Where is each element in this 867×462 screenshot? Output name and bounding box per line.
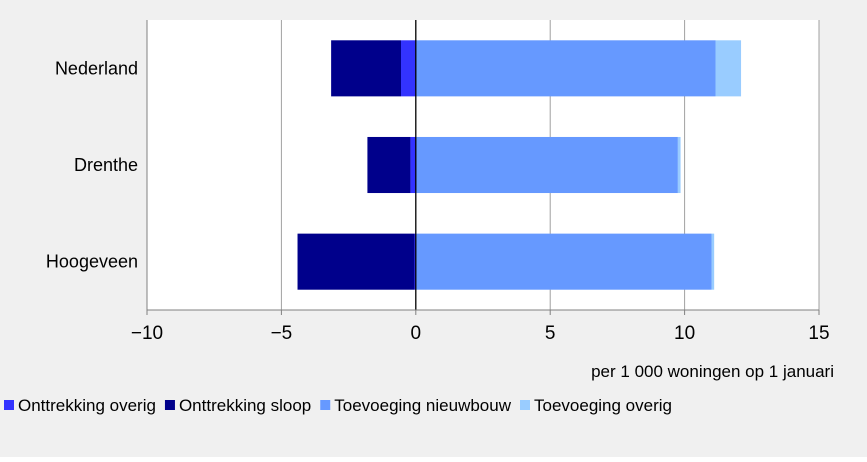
bar-nederland-series-3 [715, 40, 742, 97]
bar-hoogeveen-series-0 [414, 233, 416, 290]
x-tick-label: −5 [271, 323, 293, 344]
legend-label: Toevoeging overig [534, 396, 672, 415]
bars [297, 20, 742, 310]
bar-nederland-series-0 [401, 40, 416, 97]
category-label-drenthe: Drenthe [74, 155, 138, 175]
x-tick-label: 15 [808, 323, 829, 344]
bar-hoogeveen-series-3 [711, 233, 715, 290]
x-axis-label: per 1 000 woningen op 1 januari [591, 362, 834, 381]
x-tick-labels: −10 −5 0 5 10 15 [131, 310, 830, 344]
bar-drenthe-series-3 [677, 136, 681, 194]
x-tick-label: 10 [674, 323, 695, 344]
category-label-hoogeveen: Hoogeveen [46, 252, 138, 272]
category-labels: Nederland Drenthe Hoogeveen [46, 58, 138, 271]
x-tick-label: −10 [131, 323, 163, 344]
x-tick-label: 5 [545, 323, 556, 344]
legend-swatch [4, 400, 14, 410]
legend-label: Toevoeging nieuwbouw [334, 396, 511, 415]
x-tick-label: 0 [411, 323, 422, 344]
bar-nederland-series-2 [415, 40, 716, 97]
category-label-nederland: Nederland [55, 58, 138, 78]
bar-hoogeveen-series-2 [415, 233, 712, 290]
legend-label: Onttrekking sloop [179, 396, 311, 415]
legend-label: Onttrekking overig [18, 396, 156, 415]
legend-swatch [320, 400, 331, 410]
bar-drenthe-series-0 [410, 136, 416, 194]
bar-drenthe-series-2 [415, 136, 678, 194]
bar-drenthe-series-1 [367, 136, 411, 194]
bar-nederland-series-1 [331, 40, 402, 97]
legend-swatch [520, 400, 530, 410]
legend-swatch [164, 400, 175, 410]
bar-hoogeveen-series-1 [297, 233, 415, 290]
legend: Onttrekking overig Onttrekking sloop Toevo… [4, 396, 672, 415]
axes [146, 20, 819, 311]
